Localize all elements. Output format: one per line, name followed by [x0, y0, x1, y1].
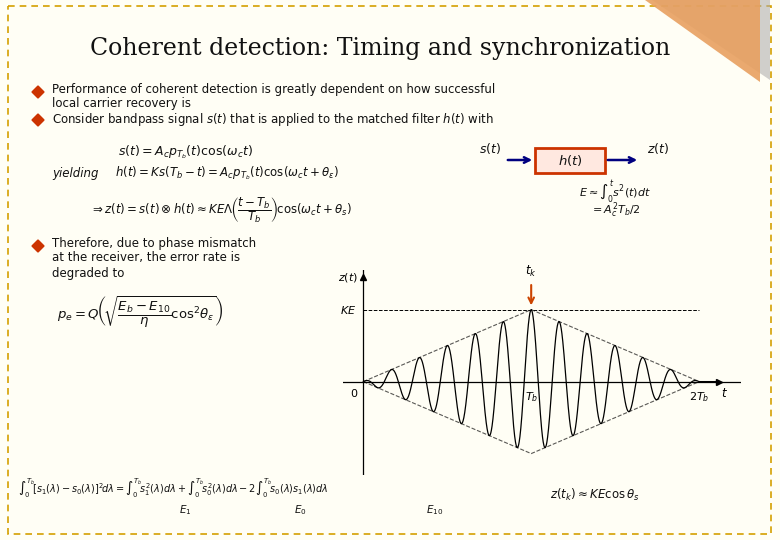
Text: degraded to: degraded to	[52, 267, 124, 280]
Polygon shape	[645, 0, 760, 82]
Text: $T_b$: $T_b$	[524, 390, 538, 404]
Text: $h(t) = Ks(T_b-t) = A_c p_{T_b}(t)\cos(\omega_c t + \theta_\varepsilon)$: $h(t) = Ks(T_b-t) = A_c p_{T_b}(t)\cos(\…	[115, 164, 339, 182]
Text: Consider bandpass signal $s(t)$ that is applied to the matched filter $h(t)$ wit: Consider bandpass signal $s(t)$ that is …	[52, 111, 494, 129]
Text: $E_0$: $E_0$	[293, 503, 307, 517]
Bar	[535, 148, 605, 173]
Text: $E \approx \int_0^t s^2(t)dt$: $E \approx \int_0^t s^2(t)dt$	[579, 178, 651, 206]
Text: local carrier recovery is: local carrier recovery is	[52, 98, 191, 111]
Text: $\Rightarrow z(t) = s(t)\otimes h(t) \approx KE\Lambda\!\left(\dfrac{t-T_b}{T_b}: $\Rightarrow z(t) = s(t)\otimes h(t) \ap…	[90, 195, 352, 225]
Text: $E_1$: $E_1$	[179, 503, 191, 517]
Text: $\int_0^{T_b}\!\left[s_1(\lambda)-s_0(\lambda)\right]^2\!d\lambda = \int_0^{T_b}: $\int_0^{T_b}\!\left[s_1(\lambda)-s_0(\l…	[18, 476, 328, 500]
Text: $s(t)$: $s(t)$	[479, 140, 501, 156]
Text: $KE$: $KE$	[340, 303, 356, 315]
Text: $= A_c^2 T_b/2$: $= A_c^2 T_b/2$	[590, 200, 640, 220]
Polygon shape	[32, 240, 44, 252]
Text: $p_e = Q\!\left(\!\sqrt{\dfrac{E_b - E_{10}}{\eta}\cos^2\!\theta_\varepsilon}\ri: $p_e = Q\!\left(\!\sqrt{\dfrac{E_b - E_{…	[57, 294, 223, 329]
Text: yielding: yielding	[52, 166, 98, 179]
Text: Performance of coherent detection is greatly dependent on how successful: Performance of coherent detection is gre…	[52, 83, 495, 96]
Polygon shape	[652, 0, 770, 80]
Text: $t_k$: $t_k$	[526, 264, 537, 279]
Text: $z(t)$: $z(t)$	[339, 271, 358, 284]
Text: $2T_b$: $2T_b$	[689, 390, 709, 404]
Polygon shape	[32, 86, 44, 98]
Text: at the receiver, the error rate is: at the receiver, the error rate is	[52, 252, 240, 265]
Text: $0$: $0$	[350, 387, 358, 400]
Text: $t$: $t$	[721, 387, 728, 400]
Text: Therefore, due to phase mismatch: Therefore, due to phase mismatch	[52, 237, 256, 249]
Text: $h(t)$: $h(t)$	[558, 153, 583, 168]
Text: $z(t_k) \approx KE\cos\theta_s$: $z(t_k) \approx KE\cos\theta_s$	[550, 487, 640, 503]
Text: Coherent detection: Timing and synchronization: Coherent detection: Timing and synchroni…	[90, 37, 670, 59]
Text: $E_{10}$: $E_{10}$	[427, 503, 444, 517]
Text: $z(t)$: $z(t)$	[647, 140, 669, 156]
Polygon shape	[32, 114, 44, 126]
Text: $s(t) = A_c p_{T_b}(t)\cos(\omega_c t)$: $s(t) = A_c p_{T_b}(t)\cos(\omega_c t)$	[118, 143, 253, 161]
